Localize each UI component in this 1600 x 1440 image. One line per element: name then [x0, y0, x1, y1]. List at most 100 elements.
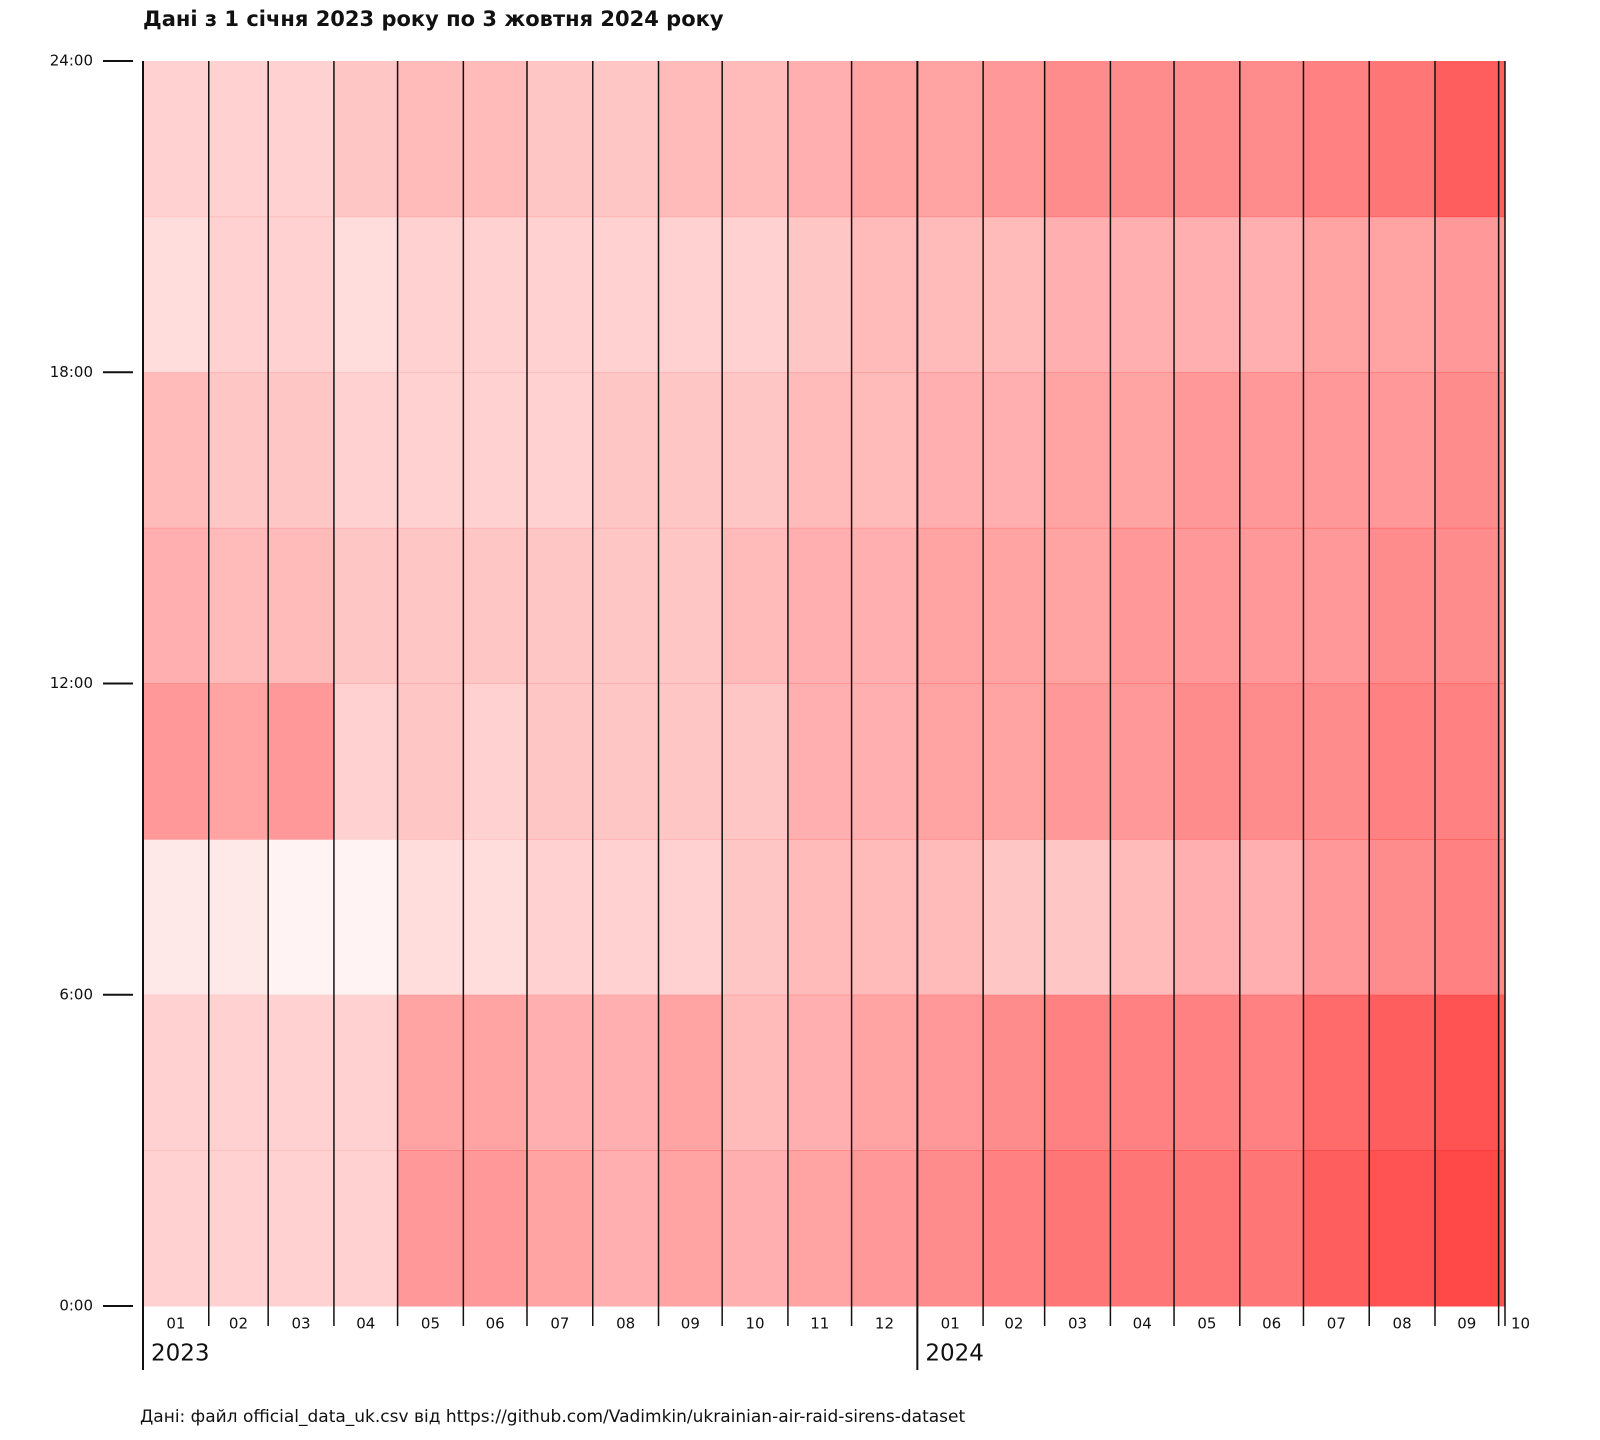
heat-cell [463, 683, 528, 840]
x-tick-label: 02 [229, 1315, 248, 1333]
heat-cell [592, 372, 660, 529]
heat-cell [1044, 61, 1111, 218]
heat-cell [1110, 216, 1175, 373]
heat-cell [917, 1150, 984, 1307]
heat-cell [268, 216, 335, 373]
heat-cell [1498, 1150, 1506, 1307]
heat-cell [1303, 61, 1370, 218]
heat-cell [208, 216, 269, 373]
heat-cell [658, 994, 723, 1151]
heat-cell [1110, 527, 1175, 684]
heat-cell [1434, 216, 1500, 373]
heat-cell [722, 372, 789, 529]
heat-cell [851, 839, 918, 996]
heat-cell [397, 527, 464, 684]
heat-cell [1303, 683, 1370, 840]
heat-cell [1434, 994, 1500, 1151]
heat-cell [1303, 994, 1370, 1151]
heat-cell [851, 372, 918, 529]
heat-cell [1044, 372, 1111, 529]
heat-cell [463, 61, 528, 218]
year-label: 2023 [151, 1341, 210, 1367]
heat-cell [1498, 994, 1506, 1151]
heat-cell [143, 839, 210, 996]
x-tick-label: 06 [1262, 1315, 1281, 1333]
heat-cell [143, 1150, 210, 1307]
heat-cell [592, 839, 660, 996]
heat-cell [1174, 994, 1241, 1151]
heat-cell [851, 527, 918, 684]
heat-cell [1434, 839, 1500, 996]
x-tick-label: 10 [1511, 1315, 1530, 1333]
heat-cell [208, 372, 269, 529]
heat-cell [851, 683, 918, 840]
heat-cell [851, 1150, 918, 1307]
x-tick-label: 04 [1133, 1315, 1152, 1333]
year-label: 2024 [925, 1341, 984, 1367]
heat-cell [658, 683, 723, 840]
heat-cell [851, 216, 918, 373]
heat-cell [1369, 1150, 1436, 1307]
heat-cell [983, 994, 1046, 1151]
heat-cell [917, 683, 984, 840]
heat-cell [658, 527, 723, 684]
heat-cell [1110, 1150, 1175, 1307]
heat-cell [1044, 527, 1111, 684]
heat-cell [1498, 216, 1506, 373]
heat-cell [592, 216, 660, 373]
heat-cell [787, 61, 853, 218]
heat-cell [333, 683, 399, 840]
heat-cell [1498, 683, 1506, 840]
heat-cell [592, 1150, 660, 1307]
heat-cell [463, 372, 528, 529]
x-tick-label: 04 [356, 1315, 375, 1333]
heat-cell [208, 683, 269, 840]
heat-cell [1239, 216, 1304, 373]
heat-cell [787, 839, 853, 996]
heat-cell [1174, 683, 1241, 840]
heat-cell [722, 994, 789, 1151]
heat-cell [333, 1150, 399, 1307]
heat-cell [143, 683, 210, 840]
heat-cell [143, 216, 210, 373]
heat-cell [268, 994, 335, 1151]
heat-cell [463, 839, 528, 996]
heat-cell [983, 1150, 1046, 1307]
heat-cell [983, 839, 1046, 996]
heat-cell [787, 372, 853, 529]
heat-cell [1239, 683, 1304, 840]
heat-cell [1498, 372, 1506, 529]
heat-cell [143, 61, 210, 218]
x-tick-label: 12 [875, 1315, 894, 1333]
x-tick-label: 05 [421, 1315, 440, 1333]
heat-cell [917, 994, 984, 1151]
heat-cell [917, 372, 984, 529]
heat-cell [1239, 1150, 1304, 1307]
heat-cell [1369, 839, 1436, 996]
heat-cell [526, 372, 594, 529]
heat-cell [1303, 839, 1370, 996]
heat-cell [1044, 994, 1111, 1151]
heat-cell [208, 1150, 269, 1307]
heat-cell [1303, 1150, 1370, 1307]
x-tick-label: 10 [746, 1315, 765, 1333]
heat-cell [1239, 61, 1304, 218]
heat-cell [787, 683, 853, 840]
heat-cell [787, 527, 853, 684]
heat-cell [1174, 527, 1241, 684]
heat-cell [787, 216, 853, 373]
y-tick-label: 6:00 [59, 985, 93, 1003]
heat-cell [1369, 527, 1436, 684]
x-tick-label: 09 [681, 1315, 700, 1333]
heat-cell [463, 994, 528, 1151]
heat-cell [1434, 61, 1500, 218]
heat-cell [983, 216, 1046, 373]
heat-cell [722, 527, 789, 684]
heat-cell [917, 839, 984, 996]
heat-cell [658, 372, 723, 529]
heat-cell [722, 61, 789, 218]
heat-cell [397, 839, 464, 996]
heat-cell [397, 216, 464, 373]
heat-cell [787, 994, 853, 1151]
